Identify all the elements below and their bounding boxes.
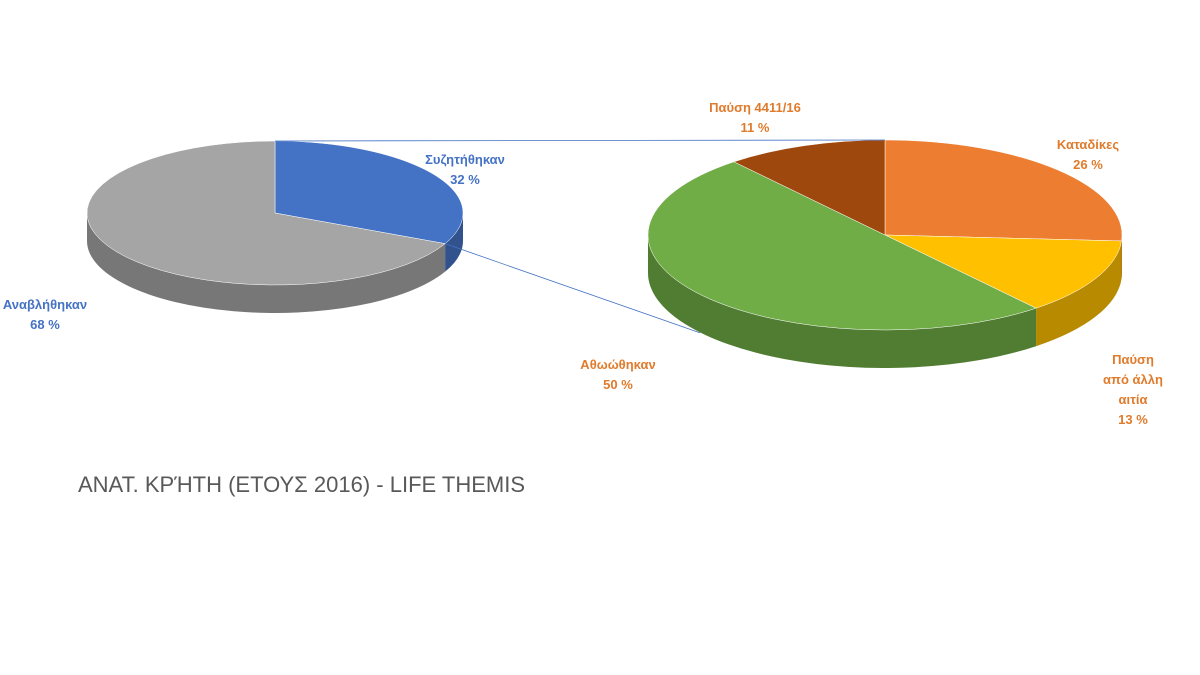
category-name: Αναβλήθηκαν <box>2 297 88 312</box>
chart-title: ΑΝΑΤ. ΚΡΉΤΗ (ΕΤΟΥΣ 2016) - LIFE THEMIS <box>78 472 526 497</box>
value-label: 32 % <box>450 172 480 187</box>
category-name: Καταδίκες <box>1056 137 1120 152</box>
slice-side <box>87 213 446 313</box>
data-label: Παύση από άλλη αιτία 13 % <box>1100 350 1167 430</box>
data-label: Παύση 4411/16 11 % <box>709 98 801 138</box>
category-name: Παύση από άλλη αιτία <box>1103 352 1163 407</box>
slice-side <box>648 235 1037 368</box>
value-label: 13 % <box>1118 412 1148 427</box>
slice <box>884 139 1123 242</box>
data-label: Καταδίκες 26 % <box>1057 135 1119 175</box>
category-name: Αθωώθηκαν <box>580 357 656 372</box>
slice <box>86 140 446 286</box>
slice <box>274 140 464 244</box>
slice-side <box>445 213 463 272</box>
connector-line <box>274 139 886 142</box>
category-name: Συζητήθηκαν <box>425 152 505 167</box>
data-label: Συζητήθηκαν 32 % <box>425 150 505 190</box>
value-label: 26 % <box>1073 157 1103 172</box>
slice-side <box>1036 240 1122 347</box>
value-label: 50 % <box>603 377 633 392</box>
value-label: 11 % <box>740 120 770 135</box>
value-label: 68 % <box>30 317 60 332</box>
slice <box>647 161 1037 331</box>
connector-line <box>444 243 701 334</box>
data-label: Αθωώθηκαν 50 % <box>580 355 655 395</box>
category-name: Παύση 4411/16 <box>709 100 801 115</box>
data-label: Αναβλήθηκαν 68 % <box>3 295 87 335</box>
slice <box>884 234 1122 309</box>
